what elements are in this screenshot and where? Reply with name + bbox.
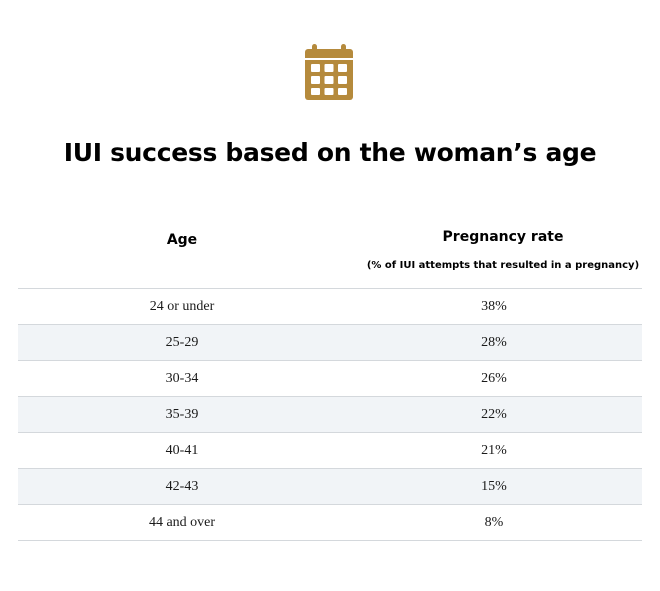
pregnancy-rate-cell: 15% [481, 478, 507, 494]
table-row: 30-34 26% [18, 361, 642, 397]
pregnancy-rate-cell: 22% [481, 406, 507, 422]
age-cell: 40-41 [165, 442, 199, 458]
age-cell: 44 and over [148, 514, 216, 530]
table-row: 44 and over 8% [18, 505, 642, 541]
table-row: 42-43 15% [18, 469, 642, 505]
pregnancy-rate-cell: 28% [481, 334, 507, 350]
calendar-icon [302, 42, 356, 102]
column-subheader-pregnancy-rate: (% of IUI attempts that resulted in a pr… [366, 260, 640, 271]
age-cell: 35-39 [165, 406, 199, 422]
column-header-age: Age [166, 232, 198, 248]
table-row: 40-41 21% [18, 433, 642, 469]
age-cell: 30-34 [165, 370, 199, 386]
age-cell: 42-43 [165, 478, 199, 494]
pregnancy-rate-cell: 8% [484, 514, 504, 530]
chart-title: IUI success based on the woman’s age [63, 138, 597, 167]
table-row: 35-39 22% [18, 397, 642, 433]
pregnancy-rate-cell: 21% [481, 442, 507, 458]
column-header-pregnancy-rate: Pregnancy rate [442, 229, 564, 245]
pregnancy-rate-cell: 38% [481, 298, 507, 314]
pregnancy-rate-cell: 26% [481, 370, 507, 386]
age-cell: 24 or under [149, 298, 215, 314]
age-cell: 25-29 [165, 334, 199, 350]
data-table: 24 or under 38% 25-29 28% 30-34 26% 35-39 22% 40… [18, 288, 642, 541]
table-row: 24 or under 38% [18, 289, 642, 325]
table-row: 25-29 28% [18, 325, 642, 361]
